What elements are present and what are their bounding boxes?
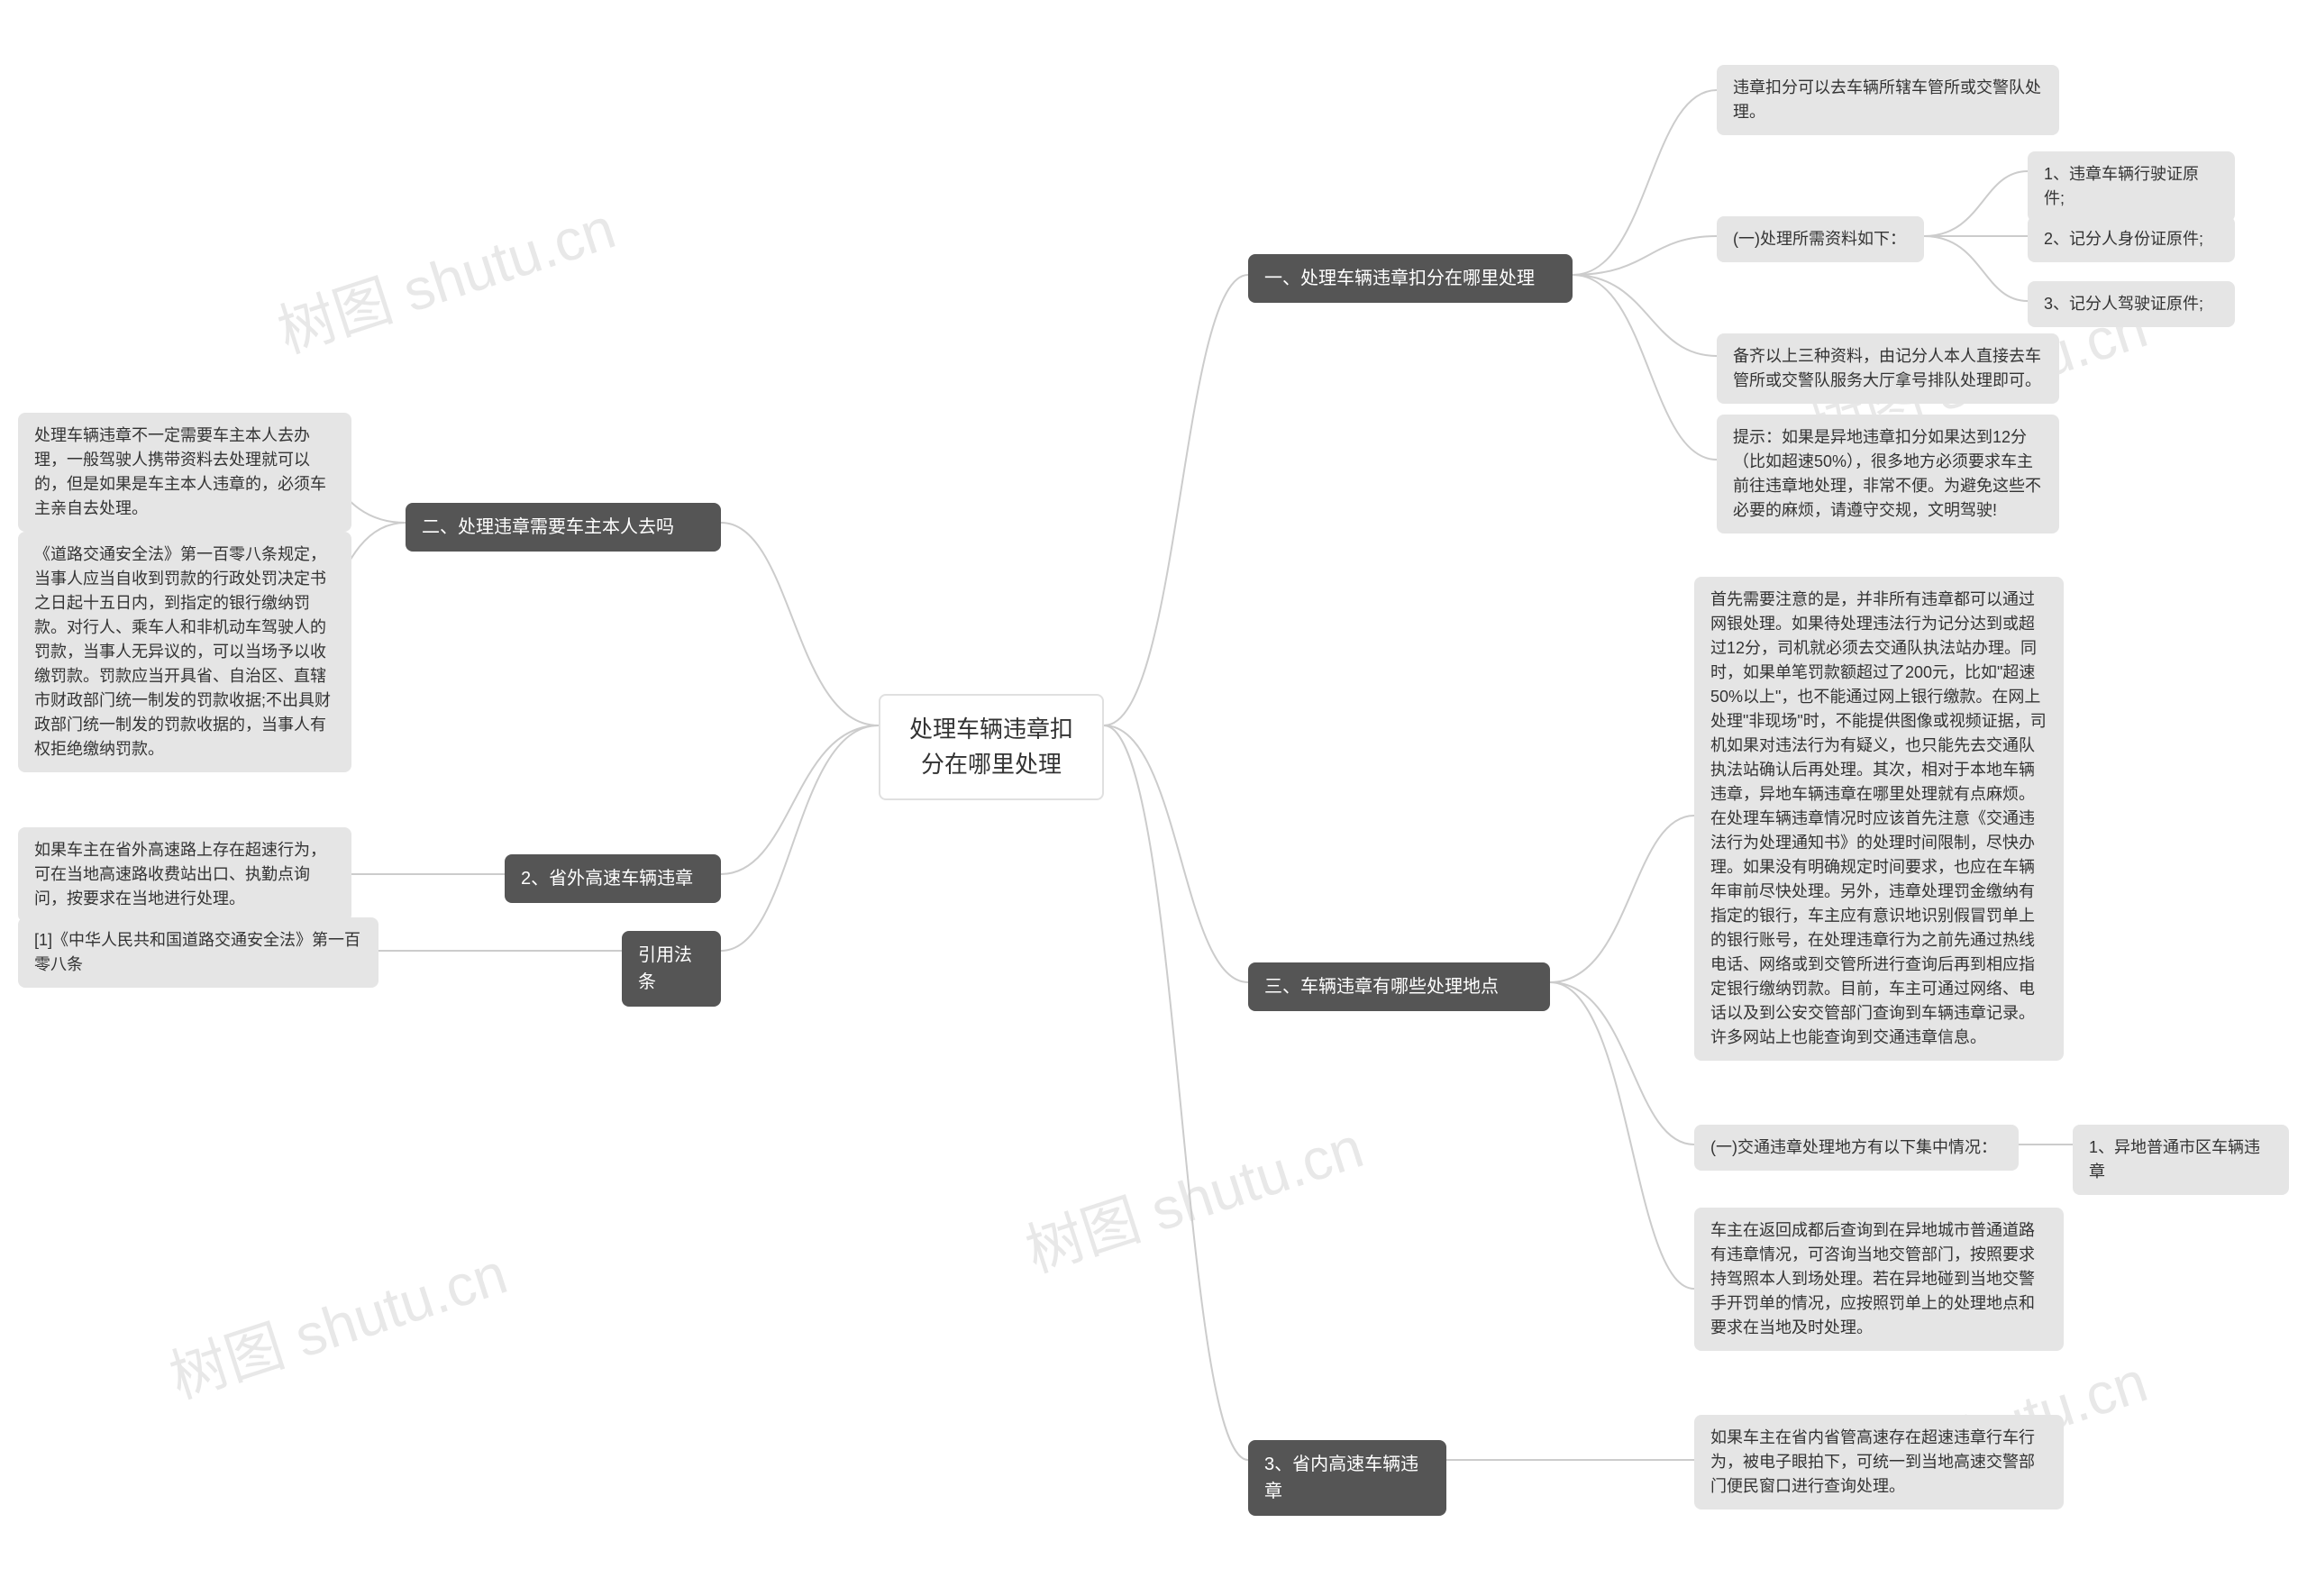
leaf-b3b-c1: 如果车主在省内省管高速存在超速违章行车行为，被电子眼拍下，可统一到当地高速交警部…: [1694, 1415, 2064, 1509]
leaf-b3-c2[interactable]: (一)交通违章处理地方有以下集中情况：: [1694, 1125, 2019, 1171]
branch-process-location[interactable]: 一、处理车辆违章扣分在哪里处理: [1248, 254, 1573, 303]
leaf-b1-c3: 备齐以上三种资料，由记分人本人直接去车管所或交警队服务大厅拿号排队处理即可。: [1717, 333, 2059, 404]
leaf-b1-c2-i3: 3、记分人驾驶证原件;: [2028, 281, 2235, 327]
branch-violation-locations[interactable]: 三、车辆违章有哪些处理地点: [1248, 962, 1550, 1011]
leaf-b2-c1: 处理车辆违章不一定需要车主本人去办理，一般驾驶人携带资料去处理就可以的，但是如果…: [18, 413, 351, 532]
leaf-b3-c1: 首先需要注意的是，并非所有违章都可以通过网银处理。如果待处理违法行为记分达到或超…: [1694, 577, 2064, 1061]
leaf-b2-c2: 《道路交通安全法》第一百零八条规定，当事人应当自收到罚款的行政处罚决定书之日起十…: [18, 532, 351, 772]
leaf-b3-c2-i1: 1、异地普通市区车辆违章: [2073, 1125, 2289, 1195]
branch-out-province-highway[interactable]: 2、省外高速车辆违章: [505, 854, 721, 903]
leaf-b2b-c1: 如果车主在省外高速路上存在超速行为，可在当地高速路收费站出口、执勤点询问，按要求…: [18, 827, 351, 922]
leaf-ref-c1: [1]《中华人民共和国道路交通安全法》第一百零八条: [18, 917, 378, 988]
watermark: 树图 shutu.cn: [266, 182, 624, 369]
watermark: 树图 shutu.cn: [158, 1227, 515, 1414]
leaf-b1-c2[interactable]: (一)处理所需资料如下：: [1717, 216, 1924, 262]
branch-in-province-highway[interactable]: 3、省内高速车辆违章: [1248, 1440, 1446, 1516]
leaf-b1-c1: 违章扣分可以去车辆所辖车管所或交警队处理。: [1717, 65, 2059, 135]
leaf-b1-c2-i2: 2、记分人身份证原件;: [2028, 216, 2235, 262]
root-node[interactable]: 处理车辆违章扣分在哪里处理: [879, 694, 1104, 800]
leaf-b1-c2-i1: 1、违章车辆行驶证原件;: [2028, 151, 2235, 222]
branch-referenced-law[interactable]: 引用法条: [622, 931, 721, 1007]
branch-owner-required[interactable]: 二、处理违章需要车主本人去吗: [406, 503, 721, 552]
leaf-b1-c4: 提示：如果是异地违章扣分如果达到12分（比如超速50%），很多地方必须要求车主前…: [1717, 415, 2059, 534]
leaf-b3-c3: 车主在返回成都后查询到在异地城市普通道路有违章情况，可咨询当地交管部门，按照要求…: [1694, 1208, 2064, 1351]
watermark: 树图 shutu.cn: [1014, 1101, 1372, 1288]
